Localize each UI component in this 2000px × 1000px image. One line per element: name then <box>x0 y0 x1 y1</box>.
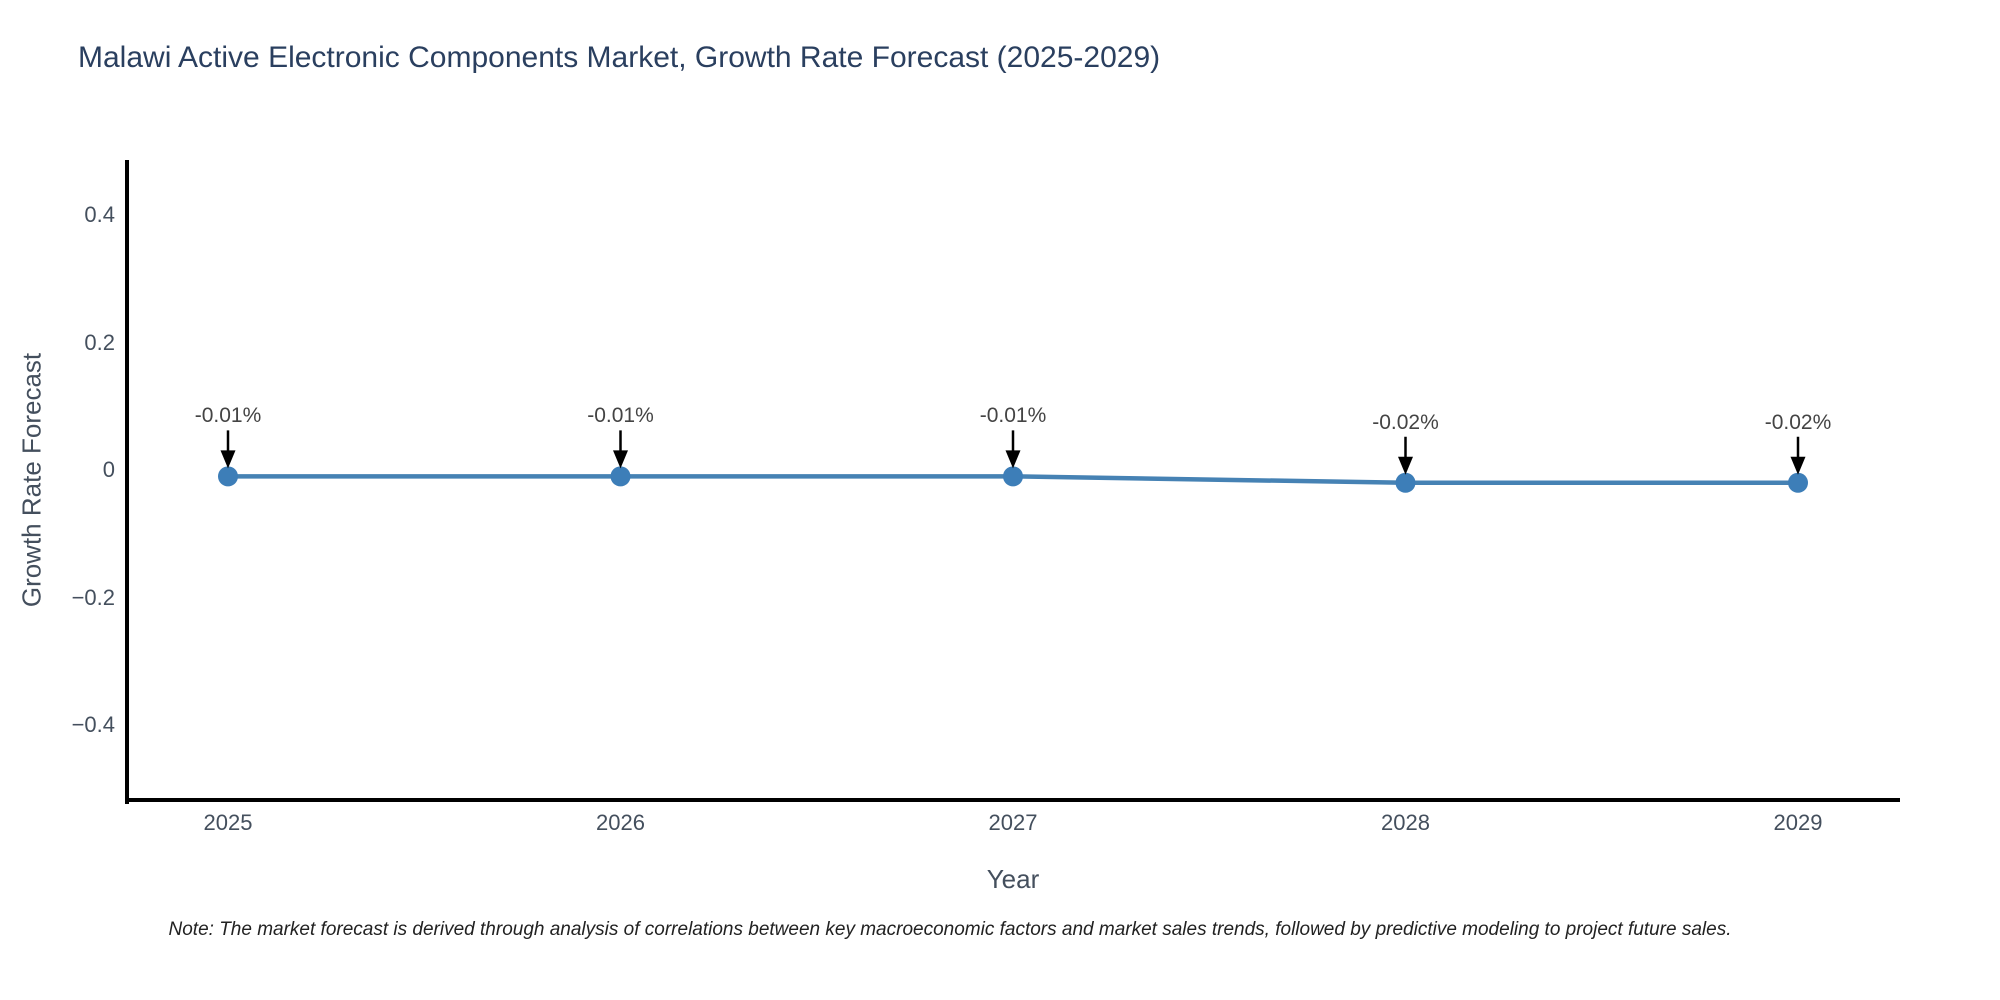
data-point-label: -0.02% <box>1764 410 1832 434</box>
annotation-arrow-head <box>1005 450 1021 469</box>
y-tick-label: 0.4 <box>84 202 115 227</box>
data-point-marker <box>218 466 238 487</box>
y-tick-label: 0.2 <box>84 329 115 355</box>
x-tick-label: 2029 <box>1773 810 1823 835</box>
x-axis-line <box>125 798 1900 802</box>
data-point-marker <box>1788 472 1808 493</box>
data-point-marker <box>1003 466 1023 487</box>
annotation-arrow-head <box>1398 456 1413 475</box>
chart-title: Malawi Active Electronic Components Mark… <box>78 41 1161 74</box>
data-point-label: -0.01% <box>194 404 262 428</box>
x-tick-label: 2026 <box>596 810 645 835</box>
annotation-arrow-head <box>1790 456 1806 475</box>
x-tick-label: 2028 <box>1381 810 1430 835</box>
data-point-label: -0.02% <box>1372 410 1439 434</box>
annotation-arrow-head <box>613 450 628 469</box>
x-tick-label: 2025 <box>203 810 253 835</box>
y-tick-label: −0.2 <box>71 584 115 610</box>
data-point-label: -0.01% <box>587 404 654 428</box>
data-point-marker <box>1395 472 1416 493</box>
data-point-marker <box>610 466 631 487</box>
annotation-arrow-head <box>220 450 236 469</box>
data-point-label: -0.01% <box>979 404 1047 428</box>
y-axis-line <box>125 160 129 804</box>
y-tick-label: −0.4 <box>71 712 115 737</box>
y-tick-label: 0 <box>102 457 115 482</box>
footnote: Note: The market forecast is derived thr… <box>168 919 1732 940</box>
x-axis-title: Year <box>986 864 1040 894</box>
x-tick-label: 2027 <box>988 810 1038 835</box>
